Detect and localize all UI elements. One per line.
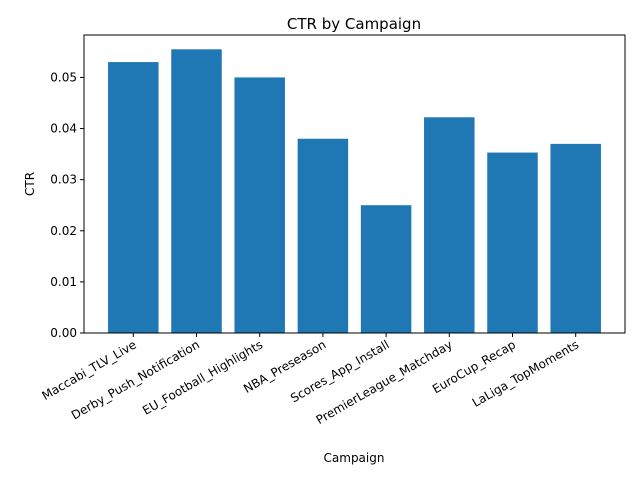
bar-Derby_Push_Notification	[171, 49, 222, 334]
plot-frame	[83, 34, 626, 334]
bar-Maccabi_TLV_Live	[108, 62, 159, 334]
y-tick-label: 0.04	[50, 122, 77, 136]
bar-PremierLeague_Matchday	[424, 117, 475, 333]
chart-title: CTR by Campaign	[287, 15, 421, 33]
bar-EuroCup_Recap	[487, 152, 538, 333]
y-axis-label: CTR	[23, 172, 37, 196]
y-tick-label: 0.02	[50, 224, 77, 238]
bar-Scores_App_Install	[360, 205, 412, 333]
y-tick-label: 0.01	[50, 275, 77, 289]
bar-NBA_Preseason	[297, 138, 349, 333]
bars-group	[108, 49, 601, 334]
y-axis-ticks: 0.00 0.01 0.02 0.03 0.04 0.05	[50, 70, 84, 340]
bar-EU_Football_Highlights	[234, 77, 285, 334]
y-tick-label: 0.03	[50, 173, 77, 187]
x-axis-ticks: Maccabi_TLV_LiveDerby_Push_NotificationE…	[39, 333, 581, 427]
x-tick-label: EU_Football_Highlights	[140, 337, 265, 417]
x-axis-label: Campaign	[324, 451, 385, 465]
x-tick-label: LaLiga_TopMoments	[470, 337, 581, 409]
y-tick-label: 0.00	[50, 326, 77, 340]
y-tick-label: 0.05	[50, 70, 77, 84]
bar-LaLiga_TopMoments	[550, 143, 601, 333]
